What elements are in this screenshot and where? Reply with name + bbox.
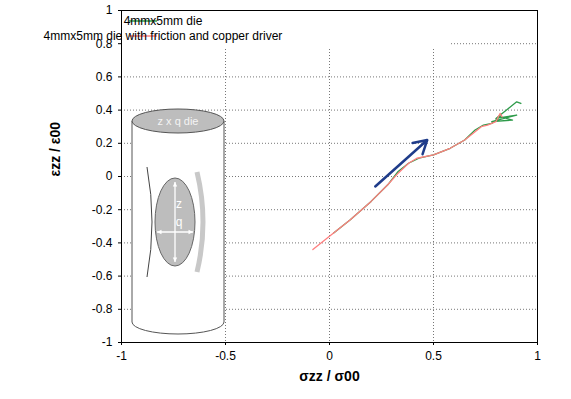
svg-text:0.4: 0.4 [96, 103, 113, 117]
svg-text:q: q [176, 215, 183, 229]
svg-text:-0.4: -0.4 [92, 236, 113, 250]
svg-text:-0.8: -0.8 [92, 302, 113, 316]
svg-text:-0.5: -0.5 [215, 349, 236, 363]
svg-text:σzz / σ00: σzz / σ00 [299, 368, 360, 384]
svg-text:1: 1 [106, 3, 113, 17]
svg-text:0: 0 [326, 349, 333, 363]
svg-text:-1: -1 [116, 349, 127, 363]
svg-text:4mmx5mm die with friction and: 4mmx5mm die with friction and copper dri… [44, 29, 283, 43]
svg-text:4mmx5mm die: 4mmx5mm die [124, 14, 203, 28]
svg-text:-0.2: -0.2 [92, 203, 113, 217]
svg-text:εzz / ε00: εzz / ε00 [47, 122, 63, 177]
svg-text:0.2: 0.2 [96, 136, 113, 150]
svg-text:z x q die: z x q die [158, 115, 199, 127]
svg-text:z: z [176, 197, 182, 211]
svg-text:0.6: 0.6 [96, 70, 113, 84]
svg-text:1: 1 [534, 349, 541, 363]
svg-text:0.5: 0.5 [425, 349, 442, 363]
svg-text:-0.6: -0.6 [92, 269, 113, 283]
svg-text:-1: -1 [102, 335, 113, 349]
svg-text:0.8: 0.8 [95, 36, 113, 51]
svg-text:0: 0 [106, 169, 113, 183]
